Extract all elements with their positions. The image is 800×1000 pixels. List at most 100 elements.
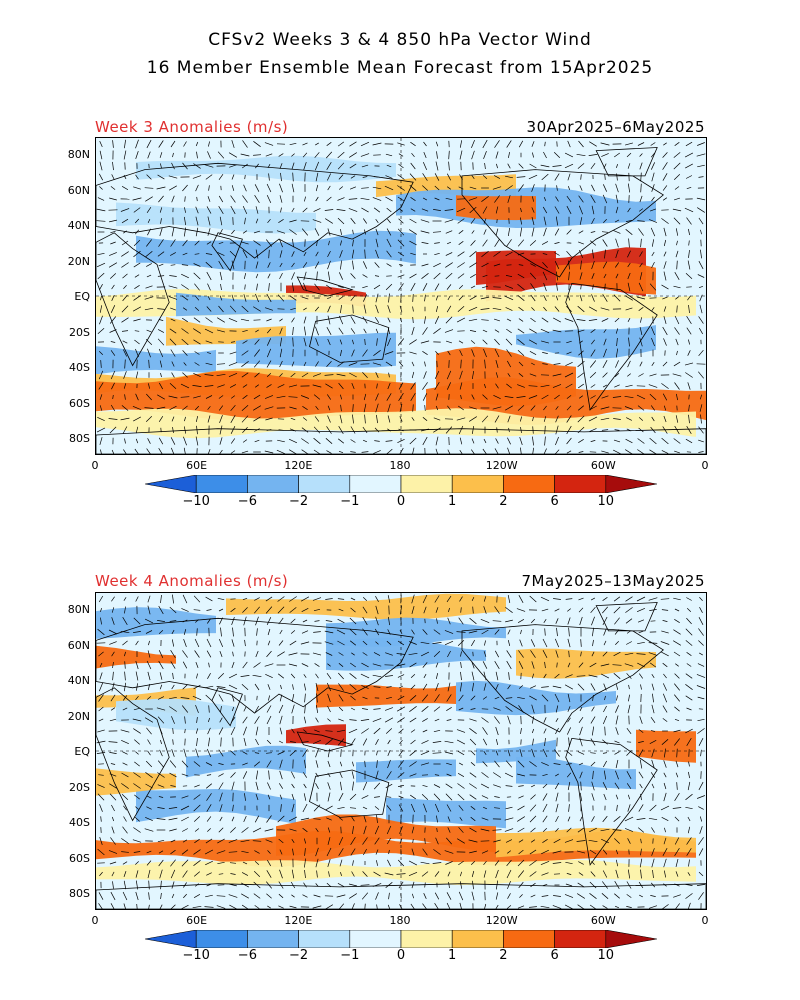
wind-vector xyxy=(337,361,345,367)
wind-vector xyxy=(698,640,704,646)
wind-vector xyxy=(290,372,296,378)
wind-vector xyxy=(459,349,463,357)
wind-vector xyxy=(624,406,634,410)
wind-vector xyxy=(110,230,116,234)
colorbar-label: 10 xyxy=(597,494,615,509)
wind-vector xyxy=(253,360,261,368)
wind-vector xyxy=(518,785,524,787)
wind-vector xyxy=(375,393,379,401)
wind-vector xyxy=(205,596,213,602)
wind-vector xyxy=(361,728,369,734)
wind-vector xyxy=(384,707,394,711)
wind-vector xyxy=(362,871,368,877)
wind-vector xyxy=(636,653,646,655)
wind-vector xyxy=(627,360,631,368)
wind-vector xyxy=(567,185,571,191)
wind-vector xyxy=(268,173,270,181)
wind-vector xyxy=(327,394,331,400)
wind-vector xyxy=(326,327,332,335)
wind-vector xyxy=(170,318,176,322)
wind-vector xyxy=(350,848,356,856)
wind-vector xyxy=(663,316,667,324)
wind-vector xyxy=(350,426,356,434)
wind-vector xyxy=(554,206,560,214)
wind-vector xyxy=(253,306,261,312)
wind-vector xyxy=(206,241,212,245)
wind-vector xyxy=(301,438,309,444)
wind-vector xyxy=(266,348,272,358)
wind-vector xyxy=(398,728,404,734)
wind-vector xyxy=(241,372,249,378)
wind-vector xyxy=(412,316,414,324)
wind-vector xyxy=(373,708,381,710)
wind-vector xyxy=(483,218,487,224)
wind-vector xyxy=(625,295,633,301)
wind-vector xyxy=(291,704,295,714)
wind-vector xyxy=(552,850,562,854)
wind-vector xyxy=(303,282,307,292)
wind-vector xyxy=(614,782,620,790)
wind-vector xyxy=(132,306,142,312)
wind-vector xyxy=(315,405,319,411)
wind-vector xyxy=(507,893,511,899)
wind-vector xyxy=(145,630,153,634)
wind-vector xyxy=(433,272,441,280)
wind-vector xyxy=(674,848,680,856)
wind-vector xyxy=(279,770,283,780)
wind-vector xyxy=(337,438,345,444)
wind-vector xyxy=(639,327,643,335)
wind-vector xyxy=(169,696,177,700)
wind-vector xyxy=(673,285,681,289)
wind-vector xyxy=(292,172,294,182)
wind-vector xyxy=(663,405,667,411)
wind-vector xyxy=(109,252,117,256)
wind-vector xyxy=(614,372,620,378)
wind-vector xyxy=(471,349,475,357)
wind-vector xyxy=(243,726,247,736)
wind-vector xyxy=(529,240,537,246)
wind-vector xyxy=(600,307,610,311)
wind-vector xyxy=(553,151,561,159)
wind-vector xyxy=(350,439,356,443)
wind-vector xyxy=(649,449,657,454)
wind-vector xyxy=(409,339,417,345)
wind-vector xyxy=(420,340,430,344)
wind-vector xyxy=(506,850,512,854)
wind-vector xyxy=(264,828,274,832)
wind-vector xyxy=(615,684,619,690)
wind-vector xyxy=(290,881,296,889)
wind-vector xyxy=(232,804,234,812)
wind-vector xyxy=(243,616,247,626)
wind-vector xyxy=(448,607,450,613)
wind-vector xyxy=(592,284,594,290)
wind-vector xyxy=(446,892,452,900)
wind-vector xyxy=(387,759,391,769)
wind-vector xyxy=(494,850,500,854)
wind-vector xyxy=(121,772,129,778)
wind-vector xyxy=(110,903,115,909)
wind-vector xyxy=(543,619,547,623)
wind-vector xyxy=(241,305,249,313)
wind-vector xyxy=(529,350,537,356)
wind-vector xyxy=(676,350,678,356)
wind-vector xyxy=(220,737,222,747)
wind-vector xyxy=(109,273,117,279)
wind-vector xyxy=(135,174,139,180)
wind-vector xyxy=(340,240,342,246)
wind-vector xyxy=(388,293,390,303)
wind-vector xyxy=(687,382,691,390)
wind-vector xyxy=(204,849,214,855)
wind-vector xyxy=(373,450,381,454)
colorbar-segment xyxy=(451,474,504,494)
wind-vector xyxy=(422,351,428,355)
wind-vector xyxy=(495,438,499,444)
wind-vector xyxy=(580,284,582,290)
wind-vector xyxy=(231,694,235,702)
wind-vector xyxy=(158,319,164,321)
wind-vector xyxy=(482,696,488,700)
wind-vector xyxy=(315,184,319,192)
wind-vector xyxy=(147,151,151,159)
wind-vector xyxy=(242,762,248,766)
wind-vector xyxy=(133,262,141,268)
wind-vector xyxy=(124,651,126,657)
